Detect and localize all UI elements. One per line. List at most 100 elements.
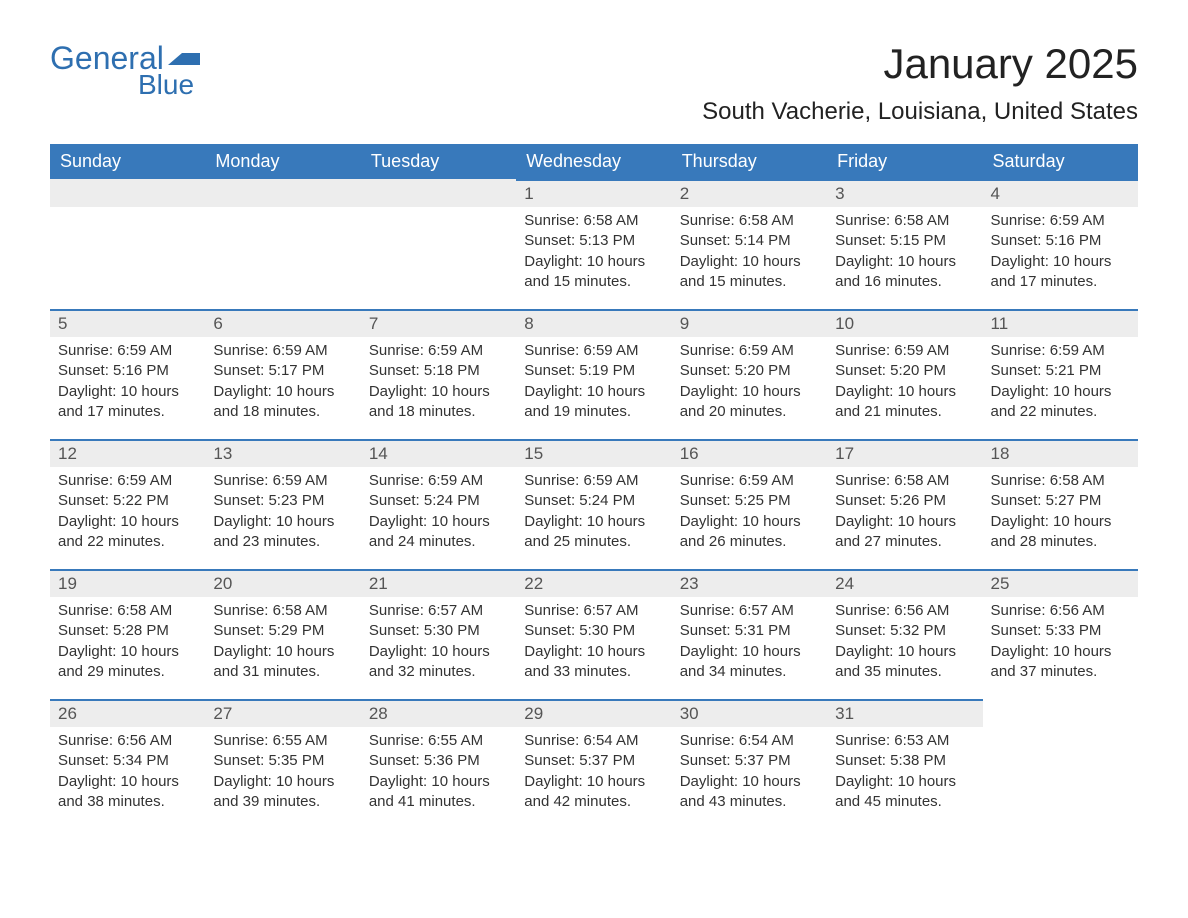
daylight-line: Daylight: 10 hours and 38 minutes.	[58, 772, 197, 813]
calendar-cell: 18Sunrise: 6:58 AMSunset: 5:27 PMDayligh…	[983, 439, 1138, 569]
sunset-line: Sunset: 5:18 PM	[369, 361, 508, 381]
location-label: South Vacherie, Louisiana, United States	[702, 98, 1138, 126]
sunrise-line: Sunrise: 6:58 AM	[58, 601, 197, 621]
calendar-cell: 11Sunrise: 6:59 AMSunset: 5:21 PMDayligh…	[983, 309, 1138, 439]
day-wrap: 13Sunrise: 6:59 AMSunset: 5:23 PMDayligh…	[205, 439, 360, 562]
day-body: Sunrise: 6:57 AMSunset: 5:31 PMDaylight:…	[672, 597, 827, 692]
calendar-cell: 31Sunrise: 6:53 AMSunset: 5:38 PMDayligh…	[827, 699, 982, 829]
sunrise-line: Sunrise: 6:59 AM	[369, 471, 508, 491]
sunset-line: Sunset: 5:21 PM	[991, 361, 1130, 381]
daylight-line: Daylight: 10 hours and 37 minutes.	[991, 642, 1130, 683]
day-wrap: 20Sunrise: 6:58 AMSunset: 5:29 PMDayligh…	[205, 569, 360, 692]
sunset-line: Sunset: 5:28 PM	[58, 621, 197, 641]
sunrise-line: Sunrise: 6:59 AM	[213, 471, 352, 491]
day-body: Sunrise: 6:58 AMSunset: 5:26 PMDaylight:…	[827, 467, 982, 562]
daylight-line: Daylight: 10 hours and 18 minutes.	[369, 382, 508, 423]
day-body: Sunrise: 6:59 AMSunset: 5:24 PMDaylight:…	[516, 467, 671, 562]
day-wrap: 19 Sunrise: 6:58 AMSunset: 5:28 PMDayligh…	[50, 569, 205, 692]
daylight-line: Daylight: 10 hours and 16 minutes.	[835, 252, 974, 293]
day-number: 31	[827, 701, 982, 727]
calendar-cell: 4Sunrise: 6:59 AMSunset: 5:16 PMDaylight…	[983, 179, 1138, 309]
day-number: 2	[672, 181, 827, 207]
day-body: Sunrise: 6:54 AMSunset: 5:37 PMDaylight:…	[516, 727, 671, 822]
sunset-line: Sunset: 5:20 PM	[680, 361, 819, 381]
sunrise-line: Sunrise: 6:59 AM	[680, 341, 819, 361]
calendar-cell	[205, 179, 360, 309]
day-body: Sunrise: 6:59 AMSunset: 5:23 PMDaylight:…	[205, 467, 360, 562]
day-number: 6	[205, 311, 360, 337]
sunrise-line: Sunrise: 6:58 AM	[524, 211, 663, 231]
sunset-line: Sunset: 5:16 PM	[991, 231, 1130, 251]
day-wrap: 17Sunrise: 6:58 AMSunset: 5:26 PMDayligh…	[827, 439, 982, 562]
sunrise-line: Sunrise: 6:54 AM	[524, 731, 663, 751]
sunset-line: Sunset: 5:29 PM	[213, 621, 352, 641]
calendar-cell: 8Sunrise: 6:59 AMSunset: 5:19 PMDaylight…	[516, 309, 671, 439]
calendar-cell: 28Sunrise: 6:55 AMSunset: 5:36 PMDayligh…	[361, 699, 516, 829]
daylight-line: Daylight: 10 hours and 22 minutes.	[58, 512, 197, 553]
day-wrap: 11Sunrise: 6:59 AMSunset: 5:21 PMDayligh…	[983, 309, 1138, 432]
month-title: January 2025	[702, 40, 1138, 88]
day-body: Sunrise: 6:58 AMSunset: 5:29 PMDaylight:…	[205, 597, 360, 692]
calendar-week-row: 19Sunrise: 6:58 AMSunset: 5:28 PMDayligh…	[50, 569, 1138, 699]
sunrise-line: Sunrise: 6:56 AM	[835, 601, 974, 621]
calendar-cell: 30Sunrise: 6:54 AMSunset: 5:37 PMDayligh…	[672, 699, 827, 829]
calendar-cell	[50, 179, 205, 309]
day-number: 7	[361, 311, 516, 337]
header-bar: General Blue January 2025 South Vacherie…	[50, 40, 1138, 138]
day-wrap: 1Sunrise: 6:58 AMSunset: 5:13 PMDaylight…	[516, 179, 671, 302]
sunrise-line: Sunrise: 6:58 AM	[991, 471, 1130, 491]
sunrise-line: Sunrise: 6:59 AM	[991, 211, 1130, 231]
calendar-cell: 15Sunrise: 6:59 AMSunset: 5:24 PMDayligh…	[516, 439, 671, 569]
calendar-cell: 20Sunrise: 6:58 AMSunset: 5:29 PMDayligh…	[205, 569, 360, 699]
calendar-cell: 25Sunrise: 6:56 AMSunset: 5:33 PMDayligh…	[983, 569, 1138, 699]
day-wrap: 23Sunrise: 6:57 AMSunset: 5:31 PMDayligh…	[672, 569, 827, 692]
empty-cell	[50, 179, 205, 207]
calendar-cell: 27Sunrise: 6:55 AMSunset: 5:35 PMDayligh…	[205, 699, 360, 829]
day-body: Sunrise: 6:59 AMSunset: 5:20 PMDaylight:…	[827, 337, 982, 432]
calendar-cell: 21Sunrise: 6:57 AMSunset: 5:30 PMDayligh…	[361, 569, 516, 699]
sunset-line: Sunset: 5:22 PM	[58, 491, 197, 511]
calendar-cell: 7Sunrise: 6:59 AMSunset: 5:18 PMDaylight…	[361, 309, 516, 439]
day-wrap: 29Sunrise: 6:54 AMSunset: 5:37 PMDayligh…	[516, 699, 671, 822]
daylight-line: Daylight: 10 hours and 15 minutes.	[680, 252, 819, 293]
weekday-header: Tuesday	[361, 144, 516, 179]
day-wrap: 31Sunrise: 6:53 AMSunset: 5:38 PMDayligh…	[827, 699, 982, 822]
calendar-cell	[983, 699, 1138, 829]
sunset-line: Sunset: 5:31 PM	[680, 621, 819, 641]
sunset-line: Sunset: 5:16 PM	[58, 361, 197, 381]
sunset-line: Sunset: 5:24 PM	[524, 491, 663, 511]
calendar-cell: 1Sunrise: 6:58 AMSunset: 5:13 PMDaylight…	[516, 179, 671, 309]
weekday-header: Friday	[827, 144, 982, 179]
sunrise-line: Sunrise: 6:58 AM	[835, 471, 974, 491]
day-body: Sunrise: 6:59 AMSunset: 5:17 PMDaylight:…	[205, 337, 360, 432]
sunrise-line: Sunrise: 6:58 AM	[680, 211, 819, 231]
sunset-line: Sunset: 5:30 PM	[524, 621, 663, 641]
weekday-header: Monday	[205, 144, 360, 179]
day-number: 30	[672, 701, 827, 727]
daylight-line: Daylight: 10 hours and 17 minutes.	[58, 382, 197, 423]
day-body: Sunrise: 6:59 AMSunset: 5:22 PMDaylight:…	[50, 467, 205, 562]
day-number: 4	[983, 181, 1138, 207]
calendar-cell: 5Sunrise: 6:59 AMSunset: 5:16 PMDaylight…	[50, 309, 205, 439]
day-body: Sunrise: 6:57 AMSunset: 5:30 PMDaylight:…	[361, 597, 516, 692]
day-number: 27	[205, 701, 360, 727]
sunrise-line: Sunrise: 6:57 AM	[680, 601, 819, 621]
day-wrap: 6Sunrise: 6:59 AMSunset: 5:17 PMDaylight…	[205, 309, 360, 432]
sunrise-line: Sunrise: 6:57 AM	[524, 601, 663, 621]
day-body: Sunrise: 6:59 AMSunset: 5:19 PMDaylight:…	[516, 337, 671, 432]
day-number: 19	[50, 571, 205, 597]
day-body: Sunrise: 6:58 AMSunset: 5:13 PMDaylight:…	[516, 207, 671, 302]
daylight-line: Daylight: 10 hours and 27 minutes.	[835, 512, 974, 553]
sunset-line: Sunset: 5:15 PM	[835, 231, 974, 251]
calendar-cell: 9Sunrise: 6:59 AMSunset: 5:20 PMDaylight…	[672, 309, 827, 439]
logo-text-blue: Blue	[138, 69, 194, 101]
day-body: Sunrise: 6:59 AMSunset: 5:16 PMDaylight:…	[50, 337, 205, 432]
sunset-line: Sunset: 5:36 PM	[369, 751, 508, 771]
calendar-cell: 16Sunrise: 6:59 AMSunset: 5:25 PMDayligh…	[672, 439, 827, 569]
day-wrap: 26Sunrise: 6:56 AMSunset: 5:34 PMDayligh…	[50, 699, 205, 822]
daylight-line: Daylight: 10 hours and 29 minutes.	[58, 642, 197, 683]
day-number: 20	[205, 571, 360, 597]
sunset-line: Sunset: 5:33 PM	[991, 621, 1130, 641]
calendar-cell: 17Sunrise: 6:58 AMSunset: 5:26 PMDayligh…	[827, 439, 982, 569]
day-wrap: 2Sunrise: 6:58 AMSunset: 5:14 PMDaylight…	[672, 179, 827, 302]
